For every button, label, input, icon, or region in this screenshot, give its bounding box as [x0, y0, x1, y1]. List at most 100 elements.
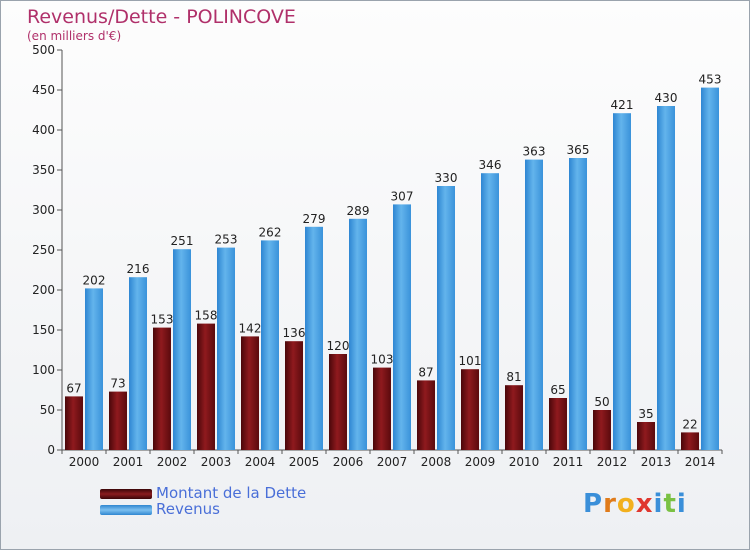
y-tick-label: 200 [32, 283, 55, 297]
bar-dette [549, 398, 567, 450]
data-label-revenus: 421 [611, 98, 634, 112]
bar-revenus [437, 186, 455, 450]
data-label-revenus: 363 [523, 145, 546, 159]
bar-dette [109, 391, 127, 450]
bar-revenus [217, 247, 235, 450]
data-label-dette: 67 [66, 381, 81, 395]
logo-letter: x [635, 489, 654, 519]
data-label-dette: 101 [459, 354, 482, 368]
bar-dette [285, 341, 303, 450]
data-label-dette: 81 [506, 370, 521, 384]
y-tick-label: 150 [32, 323, 55, 337]
data-label-revenus: 262 [259, 225, 282, 239]
bar-revenus [129, 277, 147, 450]
bar-revenus [173, 249, 191, 450]
y-tick-label: 300 [32, 203, 55, 217]
data-label-revenus: 430 [655, 91, 678, 105]
bar-revenus [569, 158, 587, 450]
chart-title: Revenus/Dette - POLINCOVE [27, 6, 296, 28]
proxiti-logo: Proxiti [583, 489, 687, 519]
x-tick-label: 2009 [465, 455, 496, 469]
bar-revenus [701, 87, 719, 450]
x-tick-label: 2000 [69, 455, 100, 469]
data-label-dette: 35 [638, 407, 653, 421]
logo-letter: r [603, 489, 617, 519]
data-label-revenus: 330 [435, 171, 458, 185]
logo-letter: i [653, 489, 664, 519]
y-tick-label: 50 [40, 403, 55, 417]
bar-dette [153, 327, 171, 450]
bar-dette [373, 367, 391, 450]
bar-revenus [261, 240, 279, 450]
x-tick-label: 2004 [245, 455, 276, 469]
bar-revenus [393, 204, 411, 450]
legend-label-dette: Montant de la Dette [156, 484, 307, 502]
x-tick-label: 2001 [113, 455, 144, 469]
bar-revenus [85, 288, 103, 450]
bar-dette [461, 369, 479, 450]
bar-dette [593, 410, 611, 450]
data-label-revenus: 216 [127, 262, 150, 276]
y-tick-label: 0 [47, 443, 55, 457]
bar-dette [417, 380, 435, 450]
data-label-dette: 142 [239, 321, 262, 335]
logo-letter: t [663, 489, 677, 519]
bar-dette [681, 432, 699, 450]
data-label-revenus: 289 [347, 204, 370, 218]
y-tick-label: 350 [32, 163, 55, 177]
legend-label-revenus: Revenus [156, 500, 220, 518]
y-tick-label: 500 [32, 43, 55, 57]
bar-revenus [349, 218, 367, 450]
bar-revenus [305, 226, 323, 450]
bar-dette [505, 385, 523, 450]
data-label-dette: 22 [682, 417, 697, 431]
x-tick-label: 2006 [333, 455, 364, 469]
x-tick-label: 2003 [201, 455, 232, 469]
data-label-dette: 87 [418, 365, 433, 379]
x-tick-label: 2011 [553, 455, 584, 469]
y-tick-label: 250 [32, 243, 55, 257]
legend-swatch-revenus [100, 505, 152, 515]
x-tick-label: 2002 [157, 455, 188, 469]
data-label-revenus: 279 [303, 212, 326, 226]
data-label-dette: 103 [371, 353, 394, 367]
x-tick-label: 2010 [509, 455, 540, 469]
data-label-revenus: 453 [699, 73, 722, 87]
data-label-dette: 65 [550, 383, 565, 397]
data-label-dette: 73 [110, 377, 125, 391]
chart-subtitle: (en milliers d'€) [27, 29, 122, 43]
logo-letter: o [616, 489, 636, 519]
data-label-revenus: 251 [171, 234, 194, 248]
data-label-revenus: 365 [567, 143, 590, 157]
data-label-dette: 158 [195, 309, 218, 323]
data-label-revenus: 202 [83, 273, 106, 287]
data-label-dette: 136 [283, 326, 306, 340]
y-tick-label: 100 [32, 363, 55, 377]
y-tick-label: 400 [32, 123, 55, 137]
data-label-dette: 120 [327, 339, 350, 353]
bar-revenus [613, 113, 631, 450]
logo-letter: P [583, 489, 604, 519]
bar-dette [241, 336, 259, 450]
bar-revenus [481, 173, 499, 450]
x-tick-label: 2014 [685, 455, 716, 469]
legend-swatch-dette [100, 489, 152, 499]
y-tick-label: 450 [32, 83, 55, 97]
x-tick-label: 2008 [421, 455, 452, 469]
data-label-dette: 153 [151, 313, 174, 327]
data-label-revenus: 307 [391, 189, 414, 203]
logo-letter: i [676, 489, 687, 519]
bar-dette [637, 422, 655, 450]
data-label-revenus: 346 [479, 158, 502, 172]
bar-dette [329, 354, 347, 450]
x-tick-label: 2007 [377, 455, 408, 469]
x-tick-label: 2012 [597, 455, 628, 469]
bar-dette [65, 396, 83, 450]
bar-revenus [657, 106, 675, 450]
bar-dette [197, 323, 215, 450]
bar-revenus [525, 159, 543, 450]
data-label-revenus: 253 [215, 233, 238, 247]
x-tick-label: 2013 [641, 455, 672, 469]
data-label-dette: 50 [594, 395, 609, 409]
